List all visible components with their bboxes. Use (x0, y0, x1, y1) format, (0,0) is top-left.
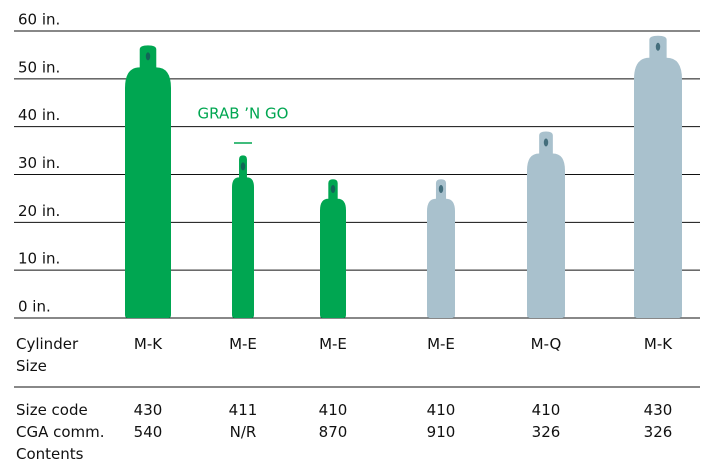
y-tick-label: 0 in. (18, 298, 51, 316)
page: 0 in. 10 in. 20 in. 30 in. 40 in. 50 in. 60 in… (0, 0, 715, 468)
x-tick-label: M-E (293, 333, 373, 355)
valve-dot (544, 138, 548, 146)
cylinder (125, 45, 171, 318)
y-tick-label: 60 in. (18, 11, 60, 29)
table-cell: 540 (108, 421, 188, 443)
y-tick-label: 20 in. (18, 202, 60, 220)
row-label: CGA comm. Contents (16, 421, 108, 465)
annotation: GRAB ’N GO (198, 105, 289, 123)
valve-dot (331, 185, 335, 193)
y-tick-label: 10 in. (18, 250, 60, 268)
table-cell: 326 (618, 421, 698, 443)
table-cell: 410 (401, 399, 481, 421)
table-cell: 430 (108, 399, 188, 421)
table-cell: 430 (618, 399, 698, 421)
table-cell: 410 (506, 399, 586, 421)
table-cell: 910 (401, 421, 481, 443)
table-cell: 411 (203, 399, 283, 421)
x-tick-label: M-E (401, 333, 481, 355)
cylinder (320, 179, 346, 318)
valve-dot (439, 185, 443, 193)
valve-dot (146, 52, 150, 60)
x-tick-label: M-K (618, 333, 698, 355)
x-axis-label: Cylinder Size (16, 333, 88, 377)
y-tick-label: 30 in. (18, 154, 60, 172)
table-cell: N/R (203, 421, 283, 443)
row-label: Size code (16, 399, 108, 421)
x-tick-label: M-E (203, 333, 283, 355)
table-cell: 326 (506, 421, 586, 443)
y-tick-label: 40 in. (18, 106, 60, 124)
x-tick-label: M-Q (506, 333, 586, 355)
cylinder (527, 131, 565, 318)
table-cell: 870 (293, 421, 373, 443)
x-tick-label: M-K (108, 333, 188, 355)
table-cell: 410 (293, 399, 373, 421)
valve-dot (656, 43, 660, 51)
cylinder (634, 36, 682, 318)
cylinder (427, 179, 455, 318)
cylinder (232, 155, 254, 318)
valve-dot (241, 162, 245, 170)
y-tick-label: 50 in. (18, 58, 60, 76)
chart: 0 in. 10 in. 20 in. 30 in. 40 in. 50 in. 60 in… (0, 0, 715, 468)
